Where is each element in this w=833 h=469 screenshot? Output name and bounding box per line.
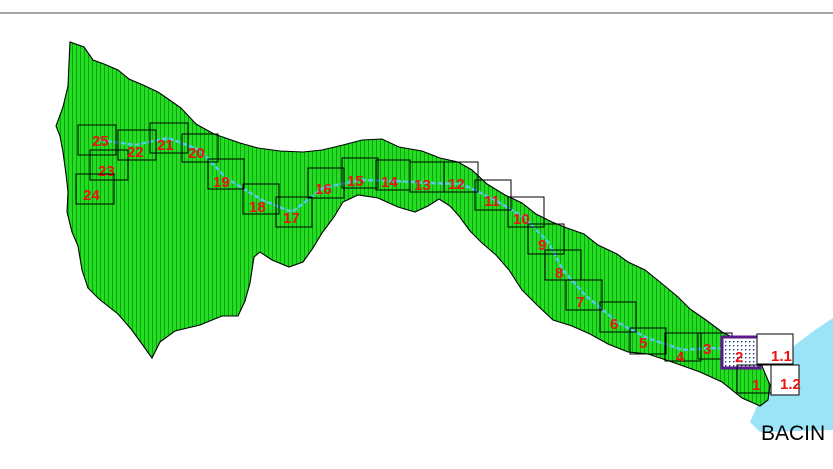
grid-cell-10[interactable] [507,196,545,228]
cell-label-22: 22 [127,144,144,161]
cell-background [771,365,799,395]
grid-cell-22[interactable] [117,129,157,161]
watershed-area [55,41,771,407]
cell-label-10: 10 [513,211,530,228]
cell-label-2: 2 [735,349,743,366]
cell-label-23: 23 [98,163,115,180]
cell-label-21: 21 [157,137,174,154]
cell-label-19: 19 [213,174,230,191]
grid-cell-1-1[interactable] [756,333,794,365]
selected-cell-fill [722,337,760,368]
cell-label-9: 9 [538,237,546,254]
cell-label-14: 14 [381,174,398,191]
cell-label-11: 11 [484,193,500,210]
cell-label-16: 16 [315,181,332,198]
grid-cell-24[interactable] [75,173,115,205]
cell-label-18: 18 [249,199,266,216]
grid-cell-1-2[interactable] [770,364,800,396]
river-line [99,136,776,362]
cell-label-12: 12 [448,176,465,193]
grid-cell-11[interactable] [474,179,512,211]
cell-label-4: 4 [676,349,685,366]
cell-label-1-1: 1.1 [771,348,792,365]
grid-cell-25[interactable] [77,124,117,156]
grid-cell-20[interactable] [181,133,219,163]
cell-label-15: 15 [347,173,364,190]
cell-label-20: 20 [188,145,205,162]
grid-cell-8[interactable] [544,249,582,281]
grid-cell-5[interactable] [629,327,667,355]
grid-cell-21[interactable] [149,122,189,154]
cell-label-5: 5 [639,335,647,352]
cell-label-25: 25 [92,133,109,150]
grid-cell-9[interactable] [527,223,565,255]
grid-cell-23[interactable] [89,149,129,181]
cell-background [757,334,793,364]
grid-cell-6[interactable] [599,301,637,333]
cell-label-1-2: 1.2 [780,376,801,393]
cell-label-13: 13 [414,177,431,194]
cell-label-8: 8 [555,265,563,282]
grid-cell-4[interactable] [664,332,702,362]
grid-cell-17[interactable] [275,196,313,228]
grid-cell-16[interactable] [307,167,345,199]
cell-label-7: 7 [576,294,584,311]
cell-label-3: 3 [703,341,711,358]
grid-cell-12[interactable] [443,161,479,193]
cell-label-6: 6 [610,316,618,333]
grid-cell-15[interactable] [341,157,379,189]
cell-label-17: 17 [283,210,300,227]
grid-cell-19[interactable] [207,158,245,190]
grid-cell-7[interactable] [565,279,603,311]
grid-cell-18[interactable] [242,183,280,215]
cell-label-24: 24 [83,187,100,204]
cell-label-1: 1 [752,377,760,394]
basin-label: BACIN [761,422,825,445]
